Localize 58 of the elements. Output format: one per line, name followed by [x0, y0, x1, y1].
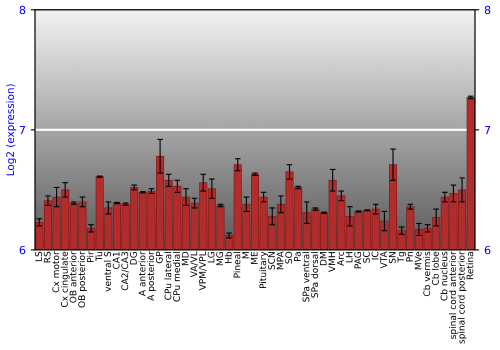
- x-tick-label: IC: [372, 252, 378, 260]
- x-tick-label: ventral S: [104, 252, 111, 292]
- x-tick-label: DM: [320, 252, 327, 266]
- x-tick-label: SC: [362, 252, 370, 263]
- x-tick-label: Pir: [86, 251, 94, 262]
- x-tick-label: LG: [208, 252, 214, 262]
- x-tick-label: Cb lobe: [432, 252, 439, 286]
- x-tick-label: MVe: [414, 252, 422, 270]
- x-tick-label: SO: [285, 252, 292, 264]
- x-tick-label: Arc: [337, 252, 344, 266]
- y-tick-label: 7: [20, 126, 26, 134]
- x-tick-label: Cb vermis: [423, 252, 430, 296]
- x-tick-label: Cx motor: [52, 251, 60, 292]
- x-tick-label: OB anterior: [69, 251, 76, 303]
- y-axis-title: Log2 (expression): [6, 84, 16, 176]
- y2-tick-label: 8: [484, 6, 490, 14]
- x-tick-label: GP: [156, 252, 163, 264]
- x-tick-label: Tu: [96, 252, 102, 262]
- x-tick-label: VA/VL: [190, 251, 198, 278]
- x-tick-label: SPa dorsal: [311, 252, 318, 298]
- x-tick-label: Retina: [466, 252, 474, 280]
- x-tick-label: SCN: [268, 252, 275, 270]
- x-tick-label: Hb: [224, 252, 232, 263]
- x-tick-label: CA1: [112, 252, 120, 270]
- x-tick-label: ME: [250, 252, 258, 264]
- x-tick-label: LH: [346, 252, 352, 262]
- x-tick-label: Tg: [398, 252, 406, 263]
- x-tick-label: CA2/CA3: [121, 252, 129, 290]
- x-tick-label: A posterior: [147, 251, 156, 301]
- x-tick-label: A anterior: [138, 251, 146, 296]
- x-tick-label: SN: [388, 252, 396, 264]
- x-tick-label: M: [242, 252, 249, 258]
- x-tick-label: CPu medial: [172, 252, 180, 302]
- x-tick-label: OB posterior: [78, 251, 87, 308]
- x-tick-label: VPM/VPL: [199, 251, 207, 290]
- x-tick-label: Pn: [406, 252, 413, 262]
- x-tick-label: SPa ventral: [302, 252, 310, 302]
- x-tick-label: PAG: [354, 252, 362, 268]
- x-tick-label: Cx cingulate: [60, 252, 70, 308]
- x-tick-label: VMH: [328, 252, 336, 272]
- y2-tick-label: 6: [484, 246, 490, 254]
- x-tick-label: MPA: [276, 251, 284, 270]
- x-tick-label: Cb nucleus: [440, 252, 448, 301]
- x-tick-label: MD: [182, 252, 188, 266]
- x-tick-label: Pa: [294, 252, 301, 261]
- x-tick-label: spinal cord anterior: [449, 251, 458, 339]
- x-tick-label: DG: [130, 252, 137, 264]
- y2-tick-label: 7: [484, 126, 490, 134]
- x-tick-label: CPu lateral: [164, 252, 172, 300]
- y-tick-label: 8: [20, 6, 26, 14]
- y-tick-label: 6: [20, 246, 26, 254]
- x-tick-label: spinal cord posterior: [458, 251, 466, 344]
- x-tick-label: MG: [216, 252, 224, 266]
- x-tick-label: RS: [44, 252, 51, 262]
- x-tick-label: LS: [35, 252, 42, 262]
- x-tick-label: Pituitary: [259, 252, 268, 288]
- x-tick-label: Pineal: [233, 252, 240, 278]
- x-tick-label: VTA: [380, 251, 387, 268]
